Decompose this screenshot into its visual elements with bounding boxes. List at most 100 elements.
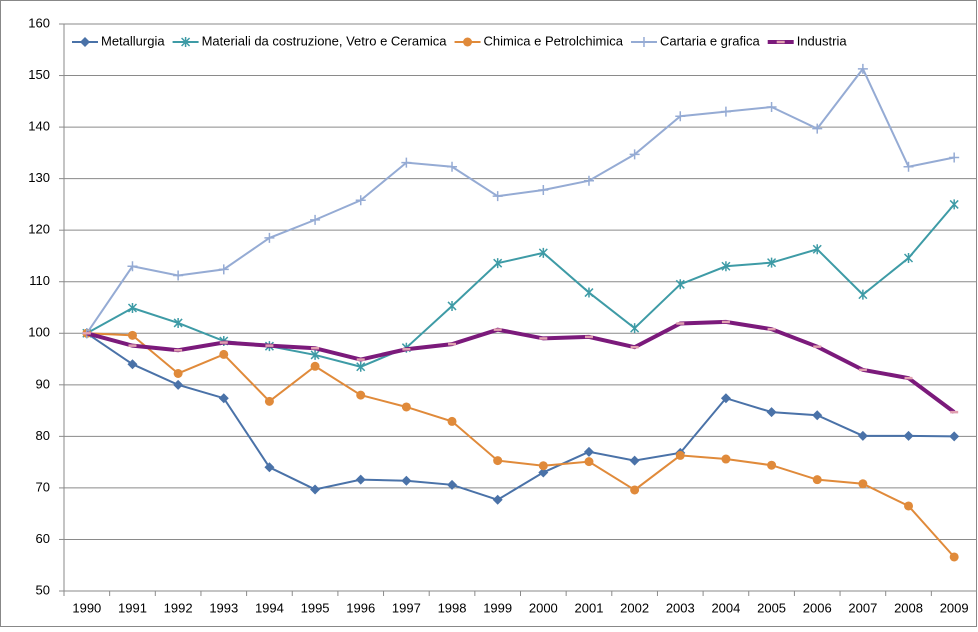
marker — [766, 407, 777, 418]
marker — [355, 474, 366, 485]
marker — [721, 261, 731, 272]
marker — [173, 368, 183, 378]
marker — [264, 232, 275, 243]
marker — [675, 450, 685, 460]
legend-label: Industria — [797, 33, 848, 48]
y-tick-label: 100 — [28, 325, 50, 340]
marker — [264, 462, 275, 473]
marker — [401, 402, 411, 412]
legend-marker — [463, 37, 473, 47]
x-tick-label: 2001 — [575, 600, 604, 615]
legend-label: Cartaria e grafica — [660, 33, 760, 48]
marker — [675, 111, 686, 122]
x-tick-label: 1990 — [72, 600, 101, 615]
y-tick-label: 60 — [36, 531, 50, 546]
marker — [127, 261, 138, 272]
marker — [767, 257, 777, 268]
marker — [492, 494, 503, 505]
marker — [858, 289, 868, 300]
marker — [493, 456, 503, 466]
marker — [355, 195, 366, 206]
marker — [310, 214, 321, 225]
marker — [219, 349, 229, 359]
x-tick-label: 1992 — [164, 600, 193, 615]
marker — [310, 361, 320, 371]
legend-label: Metallurgia — [101, 33, 165, 48]
marker — [904, 501, 914, 511]
x-tick-label: 2007 — [848, 600, 877, 615]
marker — [767, 460, 777, 470]
marker — [721, 454, 731, 464]
marker — [492, 191, 503, 202]
x-tick-label: 1998 — [438, 600, 467, 615]
marker — [949, 552, 959, 562]
x-tick-label: 2006 — [803, 600, 832, 615]
marker — [720, 393, 731, 404]
x-tick-label: 2003 — [666, 600, 695, 615]
y-tick-label: 160 — [28, 15, 50, 30]
marker — [630, 485, 640, 495]
marker — [447, 479, 458, 490]
marker — [356, 361, 366, 372]
marker — [538, 461, 548, 471]
marker — [127, 303, 138, 314]
marker — [812, 475, 822, 485]
marker — [127, 359, 138, 370]
y-tick-label: 80 — [36, 428, 50, 443]
marker — [812, 244, 822, 255]
y-tick-label: 140 — [28, 119, 50, 134]
series-line — [86, 332, 955, 558]
marker — [401, 157, 412, 168]
marker — [857, 63, 868, 74]
x-tick-label: 2004 — [711, 600, 740, 615]
x-tick-label: 2000 — [529, 600, 558, 615]
y-tick-label: 120 — [28, 222, 50, 237]
marker — [264, 396, 274, 406]
marker — [903, 161, 914, 172]
legend-background — [69, 30, 851, 52]
marker — [401, 475, 412, 486]
marker — [538, 184, 549, 195]
series-line — [85, 66, 955, 334]
x-tick-label: 1996 — [346, 600, 375, 615]
x-tick-label: 2005 — [757, 600, 786, 615]
y-tick-label: 130 — [28, 170, 50, 185]
marker — [310, 484, 321, 495]
legend-label: Chimica e Petrolchimica — [484, 33, 624, 48]
marker — [629, 455, 640, 466]
x-tick-label: 1993 — [209, 600, 238, 615]
marker — [538, 247, 548, 258]
y-tick-label: 50 — [36, 582, 50, 597]
marker — [173, 317, 183, 328]
marker — [949, 431, 960, 442]
legend-label: Materiali da costruzione, Vetro e Cerami… — [202, 33, 448, 48]
series-line — [86, 332, 955, 501]
marker — [858, 479, 868, 489]
marker — [812, 123, 823, 134]
marker — [447, 300, 457, 311]
marker — [766, 101, 777, 112]
marker — [127, 330, 137, 340]
x-tick-label: 2008 — [894, 600, 923, 615]
series-line — [86, 319, 956, 414]
legend-marker — [181, 37, 191, 47]
legend-marker — [638, 37, 649, 47]
x-tick-label: 1994 — [255, 600, 284, 615]
marker — [584, 287, 594, 298]
x-tick-label: 1997 — [392, 600, 421, 615]
marker — [218, 393, 229, 404]
legend: Metallurgia Materiali da costruzione, Vet… — [72, 33, 847, 48]
marker — [583, 175, 594, 186]
y-tick-label: 150 — [28, 67, 50, 82]
x-tick-label: 1991 — [118, 600, 147, 615]
marker — [903, 253, 914, 264]
marker — [447, 161, 458, 172]
marker — [538, 467, 549, 478]
marker — [218, 264, 229, 275]
marker — [675, 279, 685, 290]
marker — [949, 152, 960, 163]
marker — [173, 270, 184, 281]
x-tick-label: 1999 — [483, 600, 512, 615]
